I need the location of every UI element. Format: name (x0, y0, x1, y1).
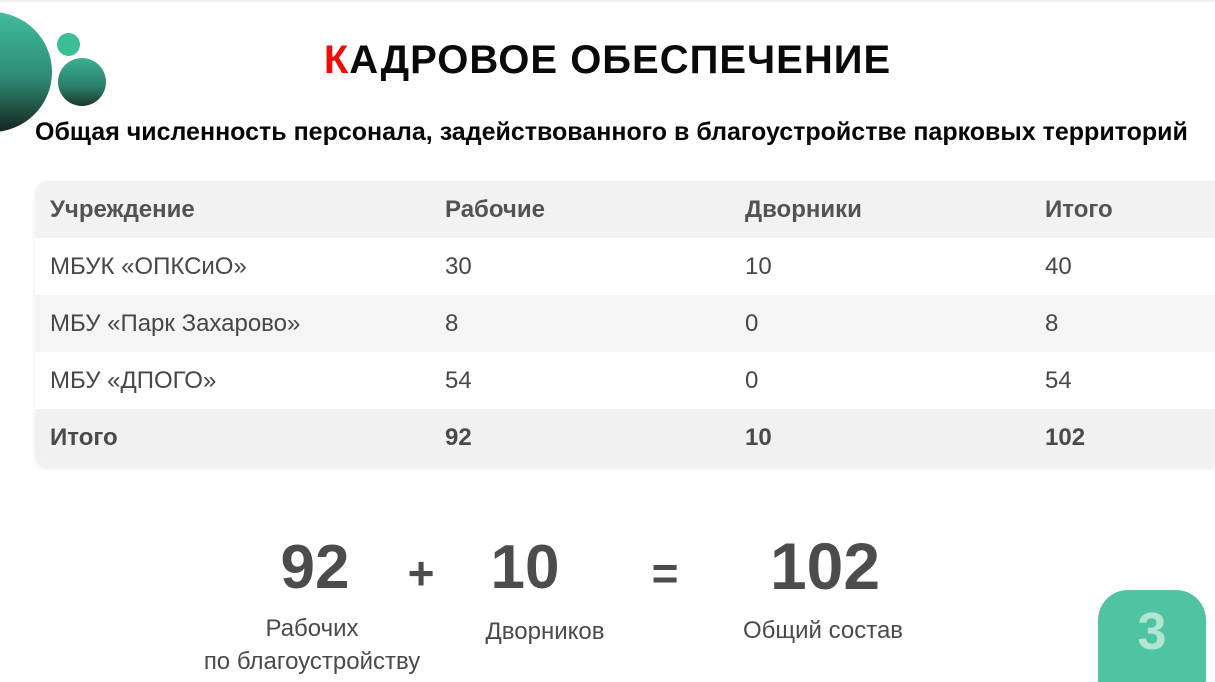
column-header-total: Итого (1045, 195, 1113, 223)
table-row: МБУ «Парк Захарово» 8 0 8 (35, 295, 1215, 352)
janitors-label: Дворников (485, 618, 605, 645)
equation-workers-value: 92 (280, 533, 350, 602)
table-row: МБУ «ДПОГО» 54 0 54 (35, 352, 1215, 409)
cell-janitors: 10 (745, 252, 772, 280)
cell-workers: 30 (445, 252, 472, 280)
workers-label-line2: по благоустройству (203, 648, 421, 675)
page-number: 3 (1137, 603, 1167, 661)
equals-icon: = (651, 547, 679, 599)
logo (0, 2, 130, 142)
page-title-first-letter: К (323, 38, 350, 82)
column-header-janitors: Дворники (745, 195, 862, 223)
table-header-row: Учреждение Рабочие Дворники Итого (35, 181, 1215, 238)
cell-institution: МБУК «ОПКСиО» (50, 252, 247, 280)
table-row: МБУК «ОПКСиО» 30 10 40 (35, 238, 1215, 295)
cell-janitors: 10 (745, 423, 772, 451)
result-label: Общий состав (742, 617, 904, 644)
column-header-institution: Учреждение (50, 195, 195, 223)
equation-result-value: 102 (769, 529, 881, 603)
table-total-row: Итого 92 10 102 (35, 409, 1215, 466)
page-number-badge: 3 (1098, 590, 1206, 682)
page-title: КАДРОВОЕ ОБЕСПЕЧЕНИЕ (0, 38, 1215, 83)
workers-label-line1: Рабочих (265, 615, 359, 642)
cell-janitors: 0 (745, 309, 759, 337)
page-title-rest: АДРОВОЕ ОБЕСПЕЧЕНИЕ (349, 38, 892, 82)
plus-icon: + (407, 547, 435, 599)
cell-institution: МБУ «ДПОГО» (50, 366, 217, 394)
cell-institution: Итого (50, 423, 118, 451)
cell-total: 8 (1045, 309, 1059, 337)
staffing-table: Учреждение Рабочие Дворники Итого МБУК «… (35, 181, 1215, 466)
slide-subtitle: Общая численность персонала, задействова… (35, 118, 1188, 146)
logo-circle-small-icon (57, 33, 80, 56)
equation-janitors-value: 10 (490, 533, 560, 602)
cell-total: 54 (1045, 366, 1072, 394)
cell-total: 40 (1045, 252, 1072, 280)
cell-total: 102 (1045, 423, 1086, 451)
cell-workers: 92 (445, 423, 472, 451)
column-header-workers: Рабочие (445, 195, 545, 223)
cell-workers: 54 (445, 366, 472, 394)
cell-institution: МБУ «Парк Захарово» (50, 309, 301, 337)
cell-workers: 8 (445, 309, 459, 337)
cell-janitors: 0 (745, 366, 759, 394)
logo-circle-medium-icon (58, 58, 106, 106)
